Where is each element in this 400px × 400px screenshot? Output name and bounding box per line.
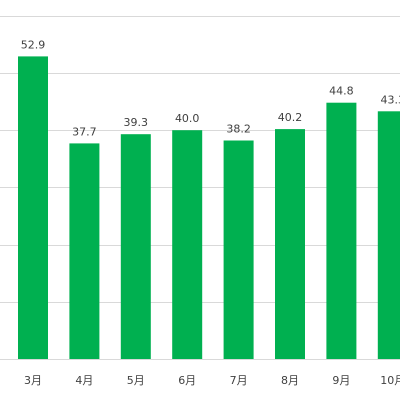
bar-3: [172, 130, 203, 359]
bars: [18, 56, 400, 360]
bar-7: [377, 111, 400, 359]
x-axis-tick-labels: 3月 4月 5月 6月 7月 8月 9月 10月: [24, 374, 400, 387]
x-tick-label-0: 3月: [24, 374, 42, 387]
data-label-2: 39.3: [124, 116, 149, 129]
bar-0: [18, 56, 48, 360]
data-label-4: 38.2: [226, 123, 251, 136]
data-label-1: 37.7: [72, 125, 97, 138]
x-tick-label-1: 4月: [75, 374, 93, 387]
bar-1: [69, 143, 100, 359]
x-tick-label-6: 9月: [332, 374, 350, 387]
x-tick-label-4: 7月: [230, 374, 248, 387]
x-tick-label-5: 8月: [281, 374, 299, 387]
x-tick-label-3: 6月: [178, 374, 196, 387]
data-label-6: 44.8: [329, 85, 354, 98]
bar-4: [223, 140, 254, 359]
data-label-3: 40.0: [175, 112, 200, 125]
bar-2: [120, 134, 151, 359]
bar-5: [275, 129, 305, 359]
bar-6: [326, 102, 357, 359]
x-tick-label-2: 5月: [127, 374, 145, 387]
data-labels: 52.9 37.7 39.3 40.0 38.2 40.2 44.8 43.3: [21, 38, 400, 138]
data-label-5: 40.2: [278, 111, 303, 124]
x-tick-label-7: 10月: [380, 374, 400, 387]
data-label-0: 52.9: [21, 38, 46, 51]
data-label-7: 43.3: [381, 93, 400, 106]
